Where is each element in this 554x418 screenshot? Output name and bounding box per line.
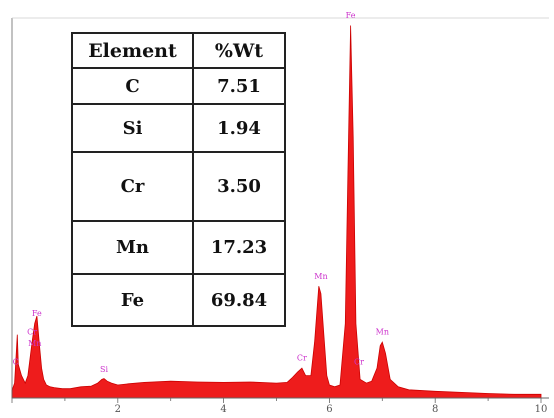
peak-label: Cr — [297, 354, 307, 363]
peak-label: Mn — [28, 339, 41, 348]
x-tick-label: 8 — [432, 404, 438, 415]
peak-label: Mn — [314, 272, 327, 281]
x-tick-label: 10 — [535, 404, 548, 415]
spectrum-series — [11, 25, 542, 399]
element-cell: C — [71, 67, 194, 105]
x-tick-label: 6 — [326, 404, 332, 415]
peak-label: Fe — [32, 309, 42, 318]
peak-label: C — [13, 357, 19, 366]
element-cell: Mn — [71, 220, 194, 275]
element-cell: Cr — [71, 151, 194, 222]
peak-label: Fe — [346, 11, 356, 20]
wt-cell: 7.51 — [192, 67, 286, 105]
composition-table: Element %Wt C 7.51 Si 1.94 Cr 3.50 Mn 17… — [71, 32, 286, 327]
peak-label: Mn — [376, 328, 389, 337]
table-row: Si 1.94 — [71, 103, 286, 153]
wt-cell: 17.23 — [192, 220, 286, 275]
peak-label: Si — [100, 365, 108, 374]
element-cell: Si — [71, 103, 194, 153]
wt-cell: 3.50 — [192, 151, 286, 222]
table-row: Mn 17.23 — [71, 220, 286, 275]
table-header-row: Element %Wt — [71, 32, 286, 69]
table-row: Cr 3.50 — [71, 151, 286, 222]
x-tick-label: 4 — [220, 404, 226, 415]
wt-cell: 69.84 — [192, 273, 286, 327]
peak-label: Cr — [27, 328, 37, 337]
header-element: Element — [71, 32, 194, 69]
element-cell: Fe — [71, 273, 194, 327]
peak-label: Cr — [354, 357, 364, 366]
table-row: Fe 69.84 — [71, 273, 286, 327]
table-row: C 7.51 — [71, 67, 286, 105]
wt-cell: 1.94 — [192, 103, 286, 153]
x-tick-label: 2 — [115, 404, 121, 415]
header-wt: %Wt — [192, 32, 286, 69]
